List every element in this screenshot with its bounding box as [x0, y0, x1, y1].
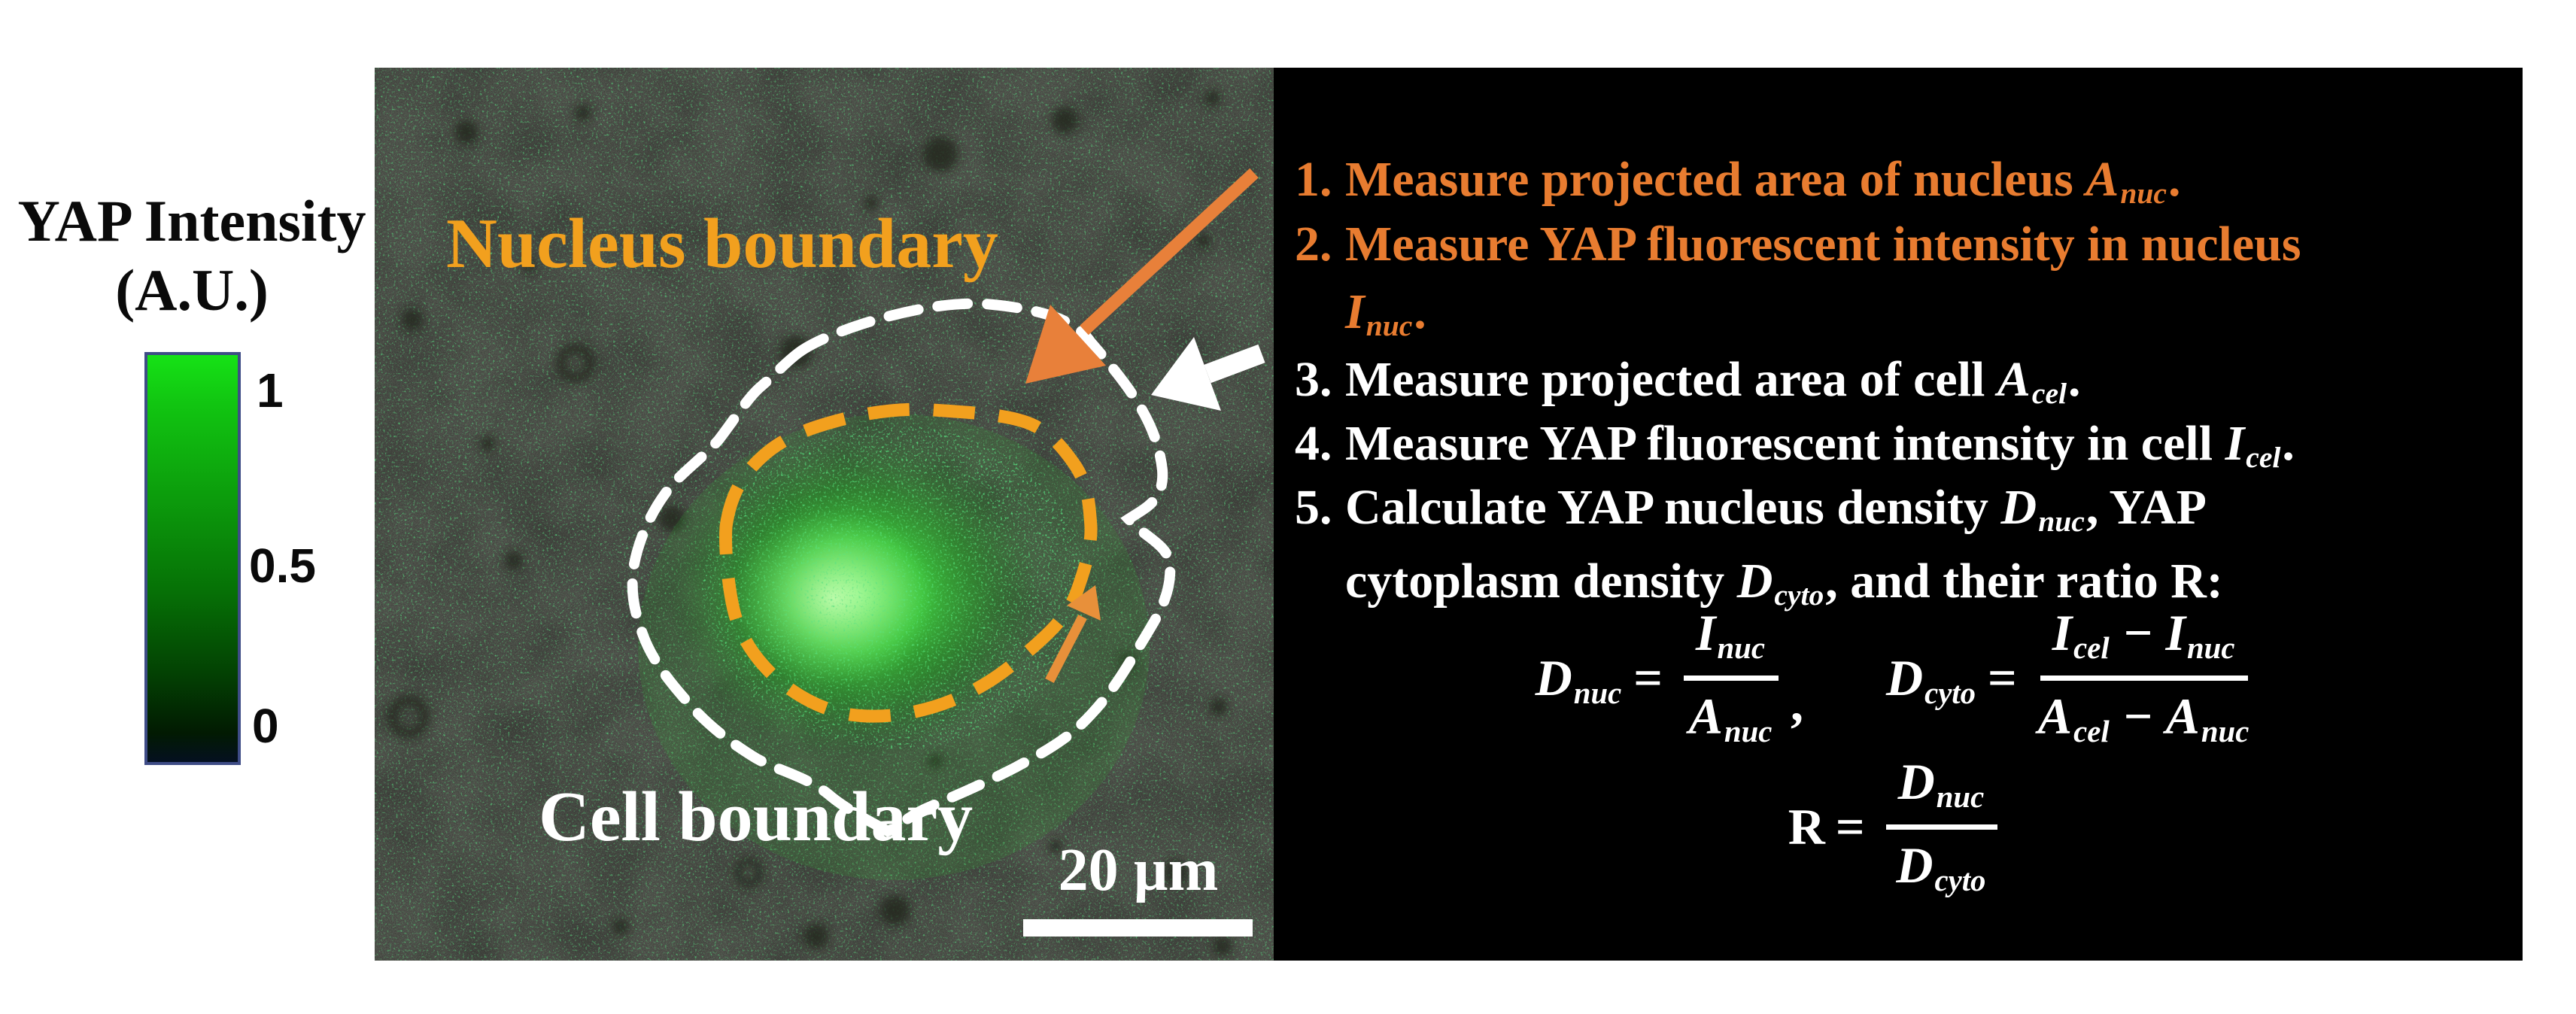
colorbar-gradient: [144, 352, 241, 765]
fraction-numerator: Icel − Inuc: [2040, 603, 2249, 681]
step-text-line: Measure projected area of cell Acel.: [1345, 352, 2081, 411]
step-text-line: Calculate YAP nucleus density Dnuc, YAP: [1345, 480, 2207, 539]
formula-dcyto-lhs: Dcyto: [1885, 649, 1976, 710]
fraction-dcyto: Icel − Inuc Acel − Anuc: [2038, 603, 2251, 753]
fraction-dnuc: Inuc Anuc: [1684, 603, 1779, 753]
procedure-step-5: 5. Calculate YAP nucleus density Dnuc, Y…: [1274, 474, 2523, 621]
nucleus-boundary-label: Nucleus boundary: [446, 205, 998, 283]
scale-bar: [1023, 919, 1253, 937]
fraction-numerator: Inuc: [1684, 603, 1779, 681]
micrograph-panel: Nucleus boundary Cell boundary 20 µm: [375, 68, 1274, 961]
step-text-line: Measure YAP fluorescent intensity in cel…: [1345, 416, 2295, 475]
nucleus-boundary-outline: [719, 402, 1098, 723]
orange-arrow-icon: [1025, 168, 1259, 384]
procedure-step-3: 3. Measure projected area of cell Acel.: [1274, 346, 2523, 420]
procedure-step-4: 4. Measure YAP fluorescent intensity in …: [1274, 410, 2523, 484]
formula-row-densities: Dnuc = Inuc Anuc , Dcyto = Icel − Inuc A…: [1304, 603, 2492, 753]
colorbar-title: YAP Intensity (A.U.): [15, 187, 369, 325]
equals-sign: =: [1835, 798, 1865, 855]
step-number: 2.: [1295, 217, 1332, 272]
formula-ratio-lhs: R: [1788, 798, 1825, 855]
formula-dnuc-lhs: Dnuc: [1535, 649, 1622, 710]
nucleus-small-arrow-icon: [1045, 585, 1101, 683]
fraction-numerator: Dnuc: [1885, 752, 1998, 830]
colorbar-tick-1: 1: [257, 363, 284, 417]
formula-row-ratio: R = Dnuc Dcyto: [1304, 752, 2492, 902]
scale-bar-label: 20 µm: [1058, 837, 1219, 903]
step-text-line: Measure projected area of nucleus Anuc.: [1345, 152, 2181, 211]
colorbar-title-line2: (A.U.): [115, 257, 269, 323]
comma: ,: [1790, 675, 1803, 732]
procedure-step-2: 2. Measure YAP fluorescent intensity in …: [1274, 211, 2523, 352]
colorbar-tick-0: 0: [252, 699, 279, 753]
step-text-line: Measure YAP fluorescent intensity in nuc…: [1345, 217, 2301, 272]
procedure-step-1: 1. Measure projected area of nucleus Anu…: [1274, 146, 2523, 220]
cell-boundary-label: Cell boundary: [539, 778, 974, 856]
step-number: 1.: [1295, 152, 1332, 207]
step-number: 3.: [1295, 352, 1332, 407]
step-text-line: Inuc.: [1345, 284, 1426, 343]
fraction-denominator: Acel − Anuc: [2037, 688, 2249, 748]
equals-sign: =: [1633, 649, 1663, 706]
fraction-ratio: Dnuc Dcyto: [1885, 752, 1998, 902]
white-arrow-icon: [1151, 337, 1265, 411]
equals-sign: =: [1988, 649, 2017, 706]
fraction-denominator: Dcyto: [1896, 836, 1986, 897]
colorbar-title-line1: YAP Intensity: [17, 188, 366, 254]
colorbar-tick-0-5: 0.5: [249, 539, 316, 593]
step-number: 5.: [1295, 480, 1332, 535]
step-number: 4.: [1295, 416, 1332, 471]
procedure-panel: 1. Measure projected area of nucleus Anu…: [1274, 68, 2523, 961]
micrograph-image: [375, 68, 1274, 961]
fraction-denominator: Anuc: [1688, 688, 1773, 748]
step-text-line: cytoplasm density Dcyto, and their ratio…: [1345, 554, 2223, 612]
